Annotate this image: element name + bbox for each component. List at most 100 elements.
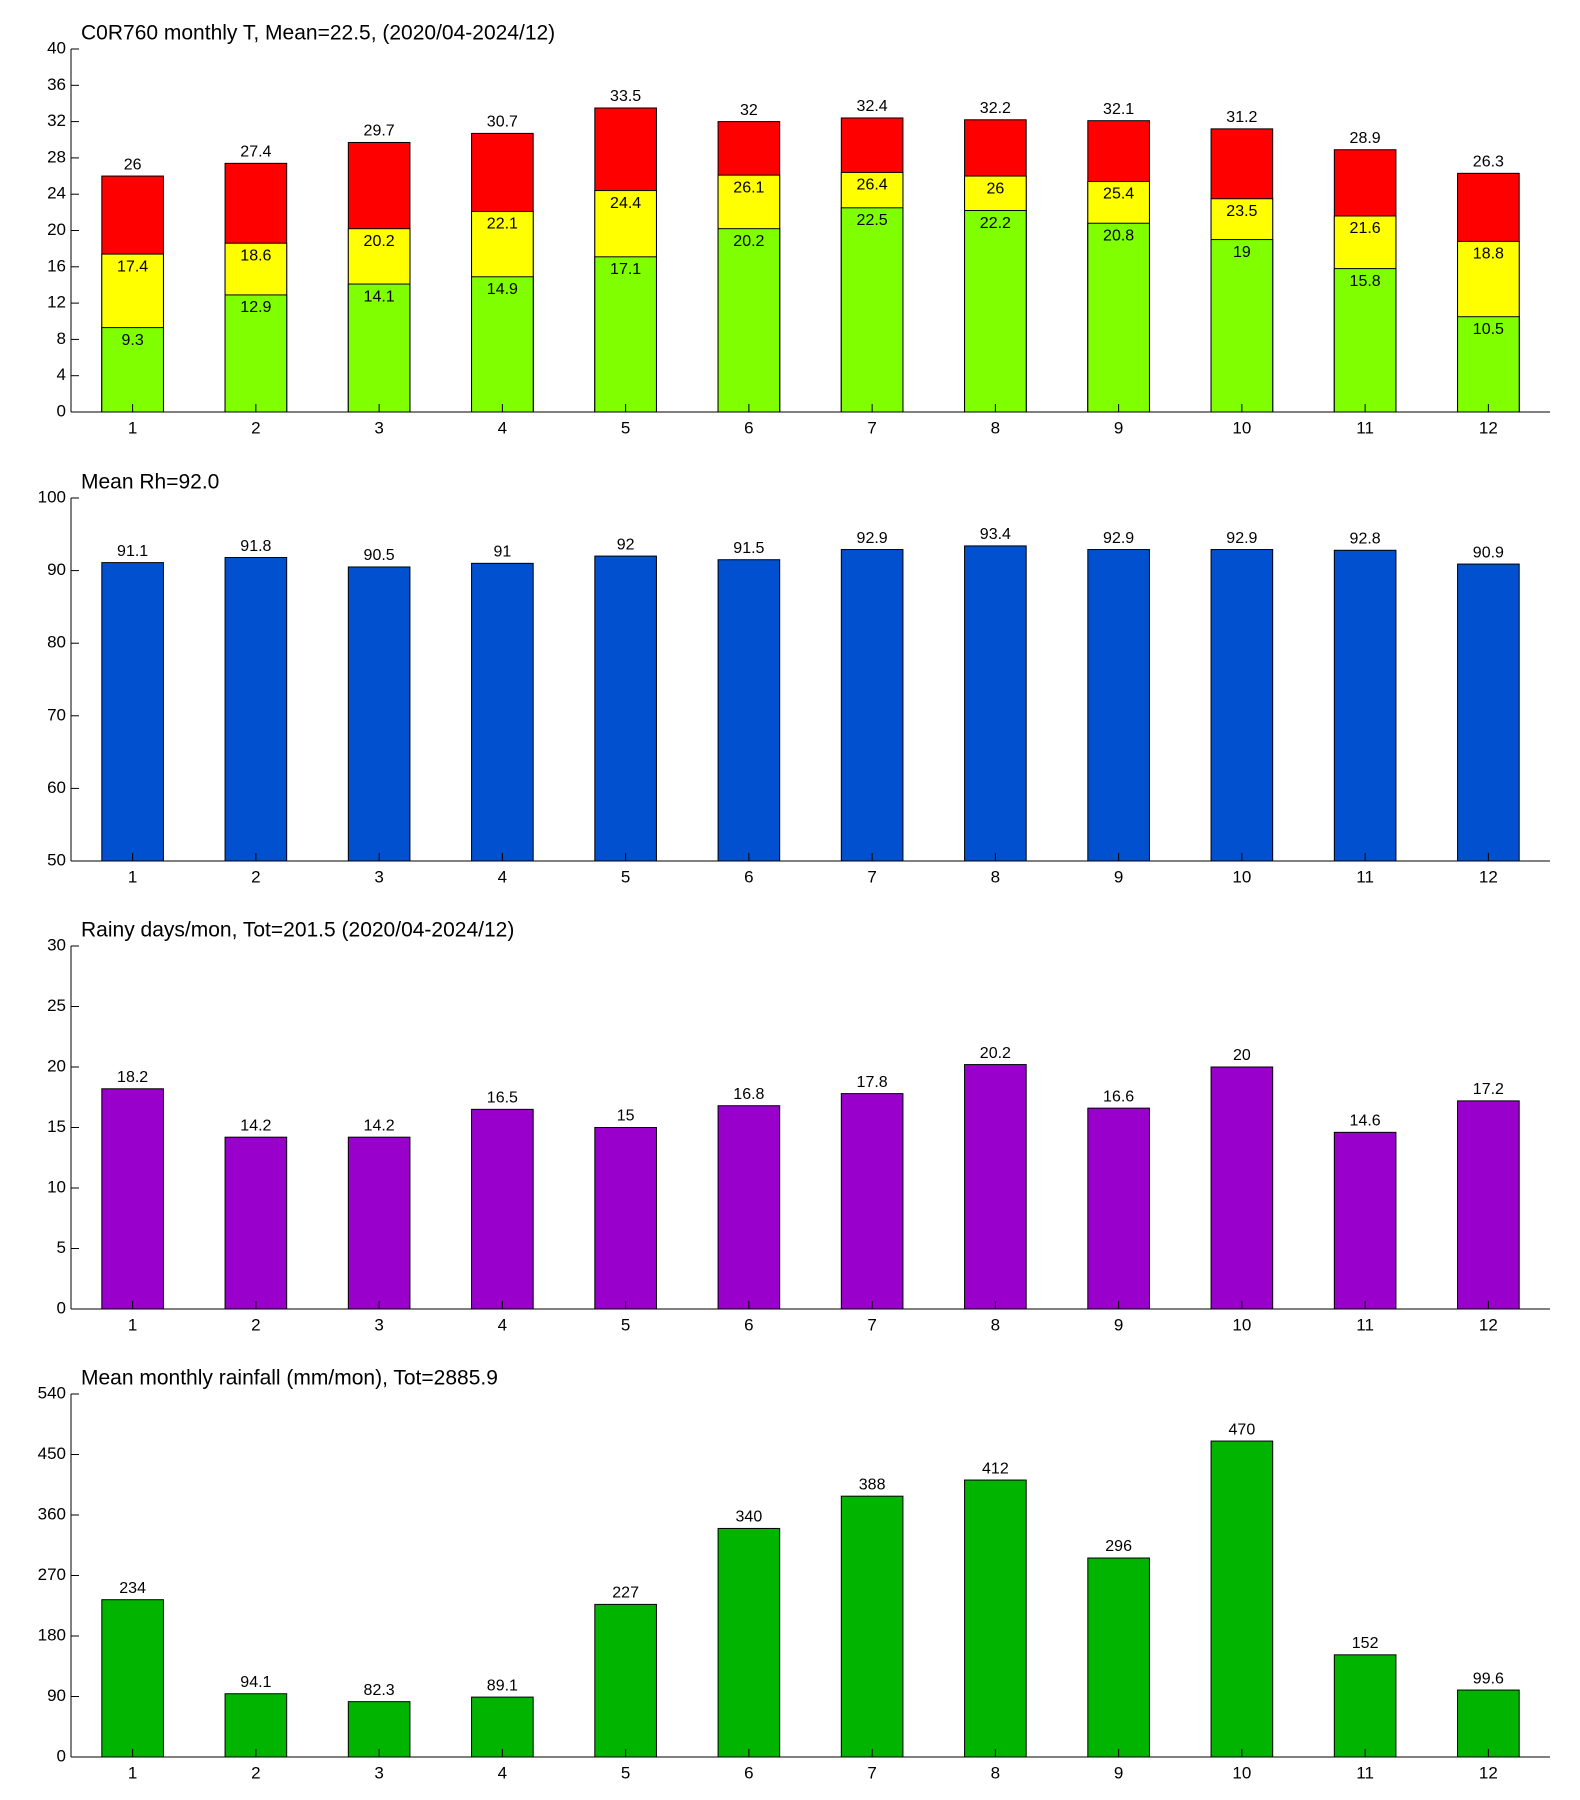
bar [347, 283, 411, 413]
x-tick-label: 11 [1356, 867, 1374, 886]
value-label: 12.9 [240, 299, 271, 316]
value-label: 32 [740, 102, 758, 119]
bar [224, 1693, 288, 1758]
x-tick-label: 6 [744, 867, 753, 886]
bar [840, 549, 904, 862]
value-label: 94.1 [240, 1674, 271, 1691]
value-label: 82.3 [364, 1682, 395, 1699]
x-tick-label: 8 [991, 867, 1000, 886]
x-tick-label: 10 [1232, 418, 1251, 437]
y-tick-label: 80 [47, 633, 66, 652]
bar [1087, 222, 1150, 413]
y-tick-label: 8 [57, 329, 66, 348]
y-tick-label: 180 [38, 1625, 66, 1644]
bar [964, 1064, 1027, 1310]
x-tick-label: 1 [128, 418, 137, 437]
y-tick-label: 270 [38, 1565, 66, 1584]
x-tick-label: 3 [374, 1315, 383, 1334]
bar [964, 545, 1027, 862]
value-label: 17.4 [117, 258, 148, 275]
value-label: 412 [982, 1460, 1009, 1477]
y-tick-label: 360 [38, 1504, 66, 1523]
value-label: 92.9 [857, 530, 888, 547]
value-label: 14.2 [240, 1117, 271, 1134]
bar [347, 1136, 411, 1310]
value-label: 91 [493, 544, 511, 561]
x-tick-label: 10 [1232, 867, 1251, 886]
bar [101, 562, 164, 862]
value-label: 32.2 [980, 100, 1011, 117]
bar [717, 559, 781, 862]
x-tick-label: 9 [1114, 1763, 1123, 1782]
value-label: 92.9 [1226, 530, 1257, 547]
value-label: 32.1 [1103, 101, 1134, 118]
bar [1210, 1440, 1274, 1758]
x-tick-label: 2 [251, 1315, 260, 1334]
value-label: 29.7 [364, 123, 395, 140]
x-tick-label: 1 [128, 1315, 137, 1334]
x-tick-label: 11 [1356, 418, 1374, 437]
x-tick-label: 7 [867, 1763, 876, 1782]
value-label: 20.2 [980, 1045, 1011, 1062]
value-label: 14.1 [364, 288, 395, 305]
bar [1333, 268, 1397, 413]
value-label: 16.5 [487, 1090, 518, 1107]
value-label: 26.3 [1473, 154, 1504, 171]
x-tick-label: 9 [1114, 418, 1123, 437]
x-tick-label: 8 [991, 1315, 1000, 1334]
y-tick-label: 450 [38, 1444, 66, 1463]
value-label: 16.6 [1103, 1088, 1134, 1105]
y-tick-label: 12 [47, 293, 66, 312]
y-tick-label: 4 [57, 365, 66, 384]
value-label: 18.8 [1473, 246, 1504, 263]
x-tick-label: 12 [1479, 867, 1498, 886]
bar [840, 1495, 904, 1758]
y-tick-label: 5 [57, 1238, 66, 1257]
x-tick-label: 4 [498, 1315, 507, 1334]
x-tick-label: 3 [374, 418, 383, 437]
y-tick-label: 20 [47, 1056, 66, 1075]
bar [471, 562, 534, 862]
y-tick-label: 60 [47, 778, 66, 797]
y-tick-label: 70 [47, 705, 66, 724]
y-tick-label: 25 [47, 996, 66, 1015]
value-label: 26 [986, 180, 1004, 197]
value-label: 16.8 [733, 1086, 764, 1103]
value-label: 10.5 [1473, 321, 1504, 338]
value-label: 26 [124, 156, 142, 173]
bar [1333, 1654, 1397, 1758]
bar [1333, 549, 1397, 862]
bar [1457, 1689, 1520, 1758]
bar [717, 1527, 781, 1758]
x-tick-label: 4 [498, 1763, 507, 1782]
y-tick-label: 0 [57, 1746, 66, 1765]
value-label: 227 [612, 1585, 639, 1602]
value-label: 91.1 [117, 543, 148, 560]
value-label: 92.9 [1103, 530, 1134, 547]
x-tick-label: 7 [867, 1315, 876, 1334]
bar [347, 1701, 411, 1758]
bar [471, 276, 534, 413]
x-tick-label: 1 [128, 867, 137, 886]
value-label: 27.4 [240, 144, 271, 161]
value-label: 15.8 [1350, 273, 1381, 290]
bar [224, 294, 288, 413]
y-tick-label: 20 [47, 220, 66, 239]
x-tick-label: 2 [251, 867, 260, 886]
value-label: 22.5 [857, 212, 888, 229]
x-tick-label: 10 [1232, 1315, 1251, 1334]
chart-title: Mean monthly rainfall (mm/mon), Tot=2885… [81, 1367, 498, 1390]
y-tick-label: 24 [47, 184, 66, 203]
value-label: 92 [617, 536, 635, 553]
bar [347, 566, 411, 862]
value-label: 23.5 [1226, 203, 1257, 220]
value-label: 20.8 [1103, 227, 1134, 244]
bar [1457, 563, 1520, 862]
value-label: 19 [1233, 244, 1251, 261]
bar [964, 210, 1027, 413]
bar [1457, 1100, 1520, 1310]
bar [471, 1108, 534, 1310]
value-label: 9.3 [122, 332, 144, 349]
y-tick-label: 100 [38, 487, 66, 506]
